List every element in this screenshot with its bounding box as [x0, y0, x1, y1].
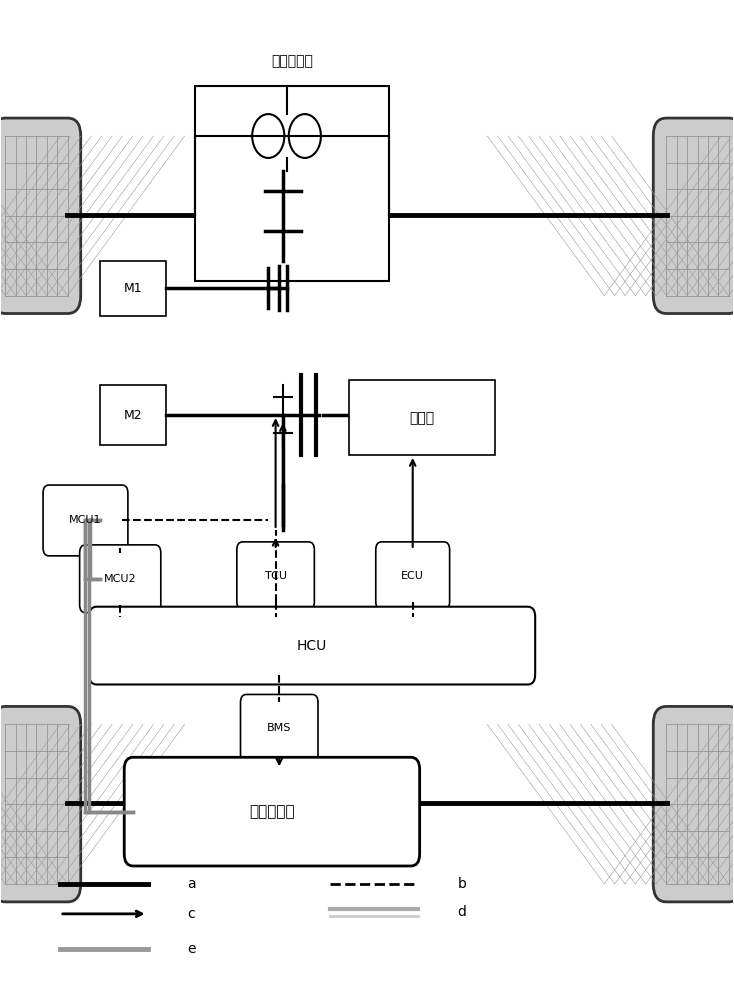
Bar — [100, 261, 166, 316]
Bar — [100, 385, 166, 445]
Text: HCU: HCU — [297, 639, 327, 653]
Text: BMS: BMS — [267, 723, 291, 733]
Text: ECU: ECU — [401, 571, 424, 581]
FancyBboxPatch shape — [89, 607, 535, 684]
Text: 发动机: 发动机 — [410, 411, 435, 425]
Bar — [349, 380, 495, 455]
Text: d: d — [457, 905, 467, 919]
Text: b: b — [457, 877, 467, 891]
FancyBboxPatch shape — [124, 757, 420, 866]
Text: 动力电池组: 动力电池组 — [249, 804, 295, 819]
FancyBboxPatch shape — [653, 118, 734, 314]
FancyBboxPatch shape — [376, 542, 450, 610]
Text: a: a — [187, 877, 196, 891]
FancyBboxPatch shape — [653, 706, 734, 902]
Text: M2: M2 — [124, 409, 142, 422]
Text: MCU2: MCU2 — [104, 574, 137, 584]
FancyBboxPatch shape — [0, 706, 81, 902]
FancyBboxPatch shape — [79, 545, 161, 613]
FancyBboxPatch shape — [0, 118, 81, 314]
Text: c: c — [188, 907, 195, 921]
FancyBboxPatch shape — [237, 542, 314, 610]
Text: M1: M1 — [124, 282, 142, 295]
Text: 变速箱总成: 变速箱总成 — [271, 54, 313, 68]
FancyBboxPatch shape — [43, 485, 128, 556]
Text: MCU1: MCU1 — [69, 515, 102, 525]
FancyBboxPatch shape — [241, 694, 318, 762]
Bar — [195, 86, 389, 281]
Text: TCU: TCU — [264, 571, 286, 581]
Text: e: e — [187, 942, 196, 956]
